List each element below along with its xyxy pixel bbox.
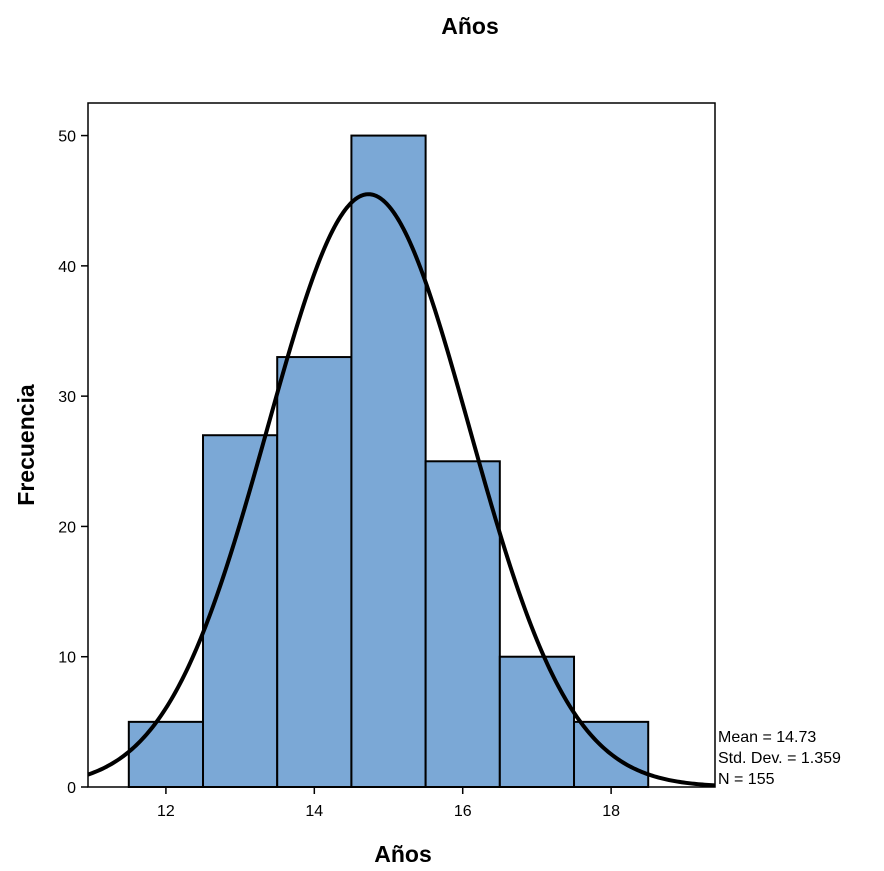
- y-axis-label: Frecuencia: [13, 384, 39, 506]
- y-tick-label: 40: [58, 259, 76, 276]
- histogram-bar: [498, 655, 576, 789]
- y-axis: 0 10 20 30 40 50: [58, 129, 88, 797]
- x-tick-label: 12: [157, 803, 175, 820]
- histogram-bar: [424, 460, 501, 788]
- y-tick-label: 30: [58, 389, 76, 406]
- plot-frame: [87, 102, 716, 788]
- histogram-bar: [127, 720, 205, 788]
- histogram-bar: [202, 434, 279, 788]
- chart-title: Años: [441, 13, 499, 39]
- histogram-bar: [276, 356, 353, 788]
- stats-line: Mean = 14.73: [718, 729, 816, 746]
- y-tick-label: 20: [58, 519, 76, 536]
- x-axis-label: Años: [374, 841, 432, 867]
- histogram-bars: [127, 134, 650, 789]
- normal-curve: [87, 192, 716, 788]
- stats-box: Mean = 14.73 Std. Dev. = 1.359 N = 155: [718, 729, 841, 788]
- histogram-bar: [350, 134, 427, 789]
- x-axis: 12 14 16 18: [157, 787, 620, 820]
- stats-line: N = 155: [718, 771, 775, 788]
- x-tick-label: 18: [602, 803, 620, 820]
- x-tick-label: 14: [305, 803, 323, 820]
- stats-line: Std. Dev. = 1.359: [718, 750, 841, 767]
- y-tick-label: 0: [67, 780, 76, 797]
- y-tick-label: 50: [58, 129, 76, 146]
- y-tick-label: 10: [58, 650, 76, 667]
- x-tick-label: 16: [454, 803, 472, 820]
